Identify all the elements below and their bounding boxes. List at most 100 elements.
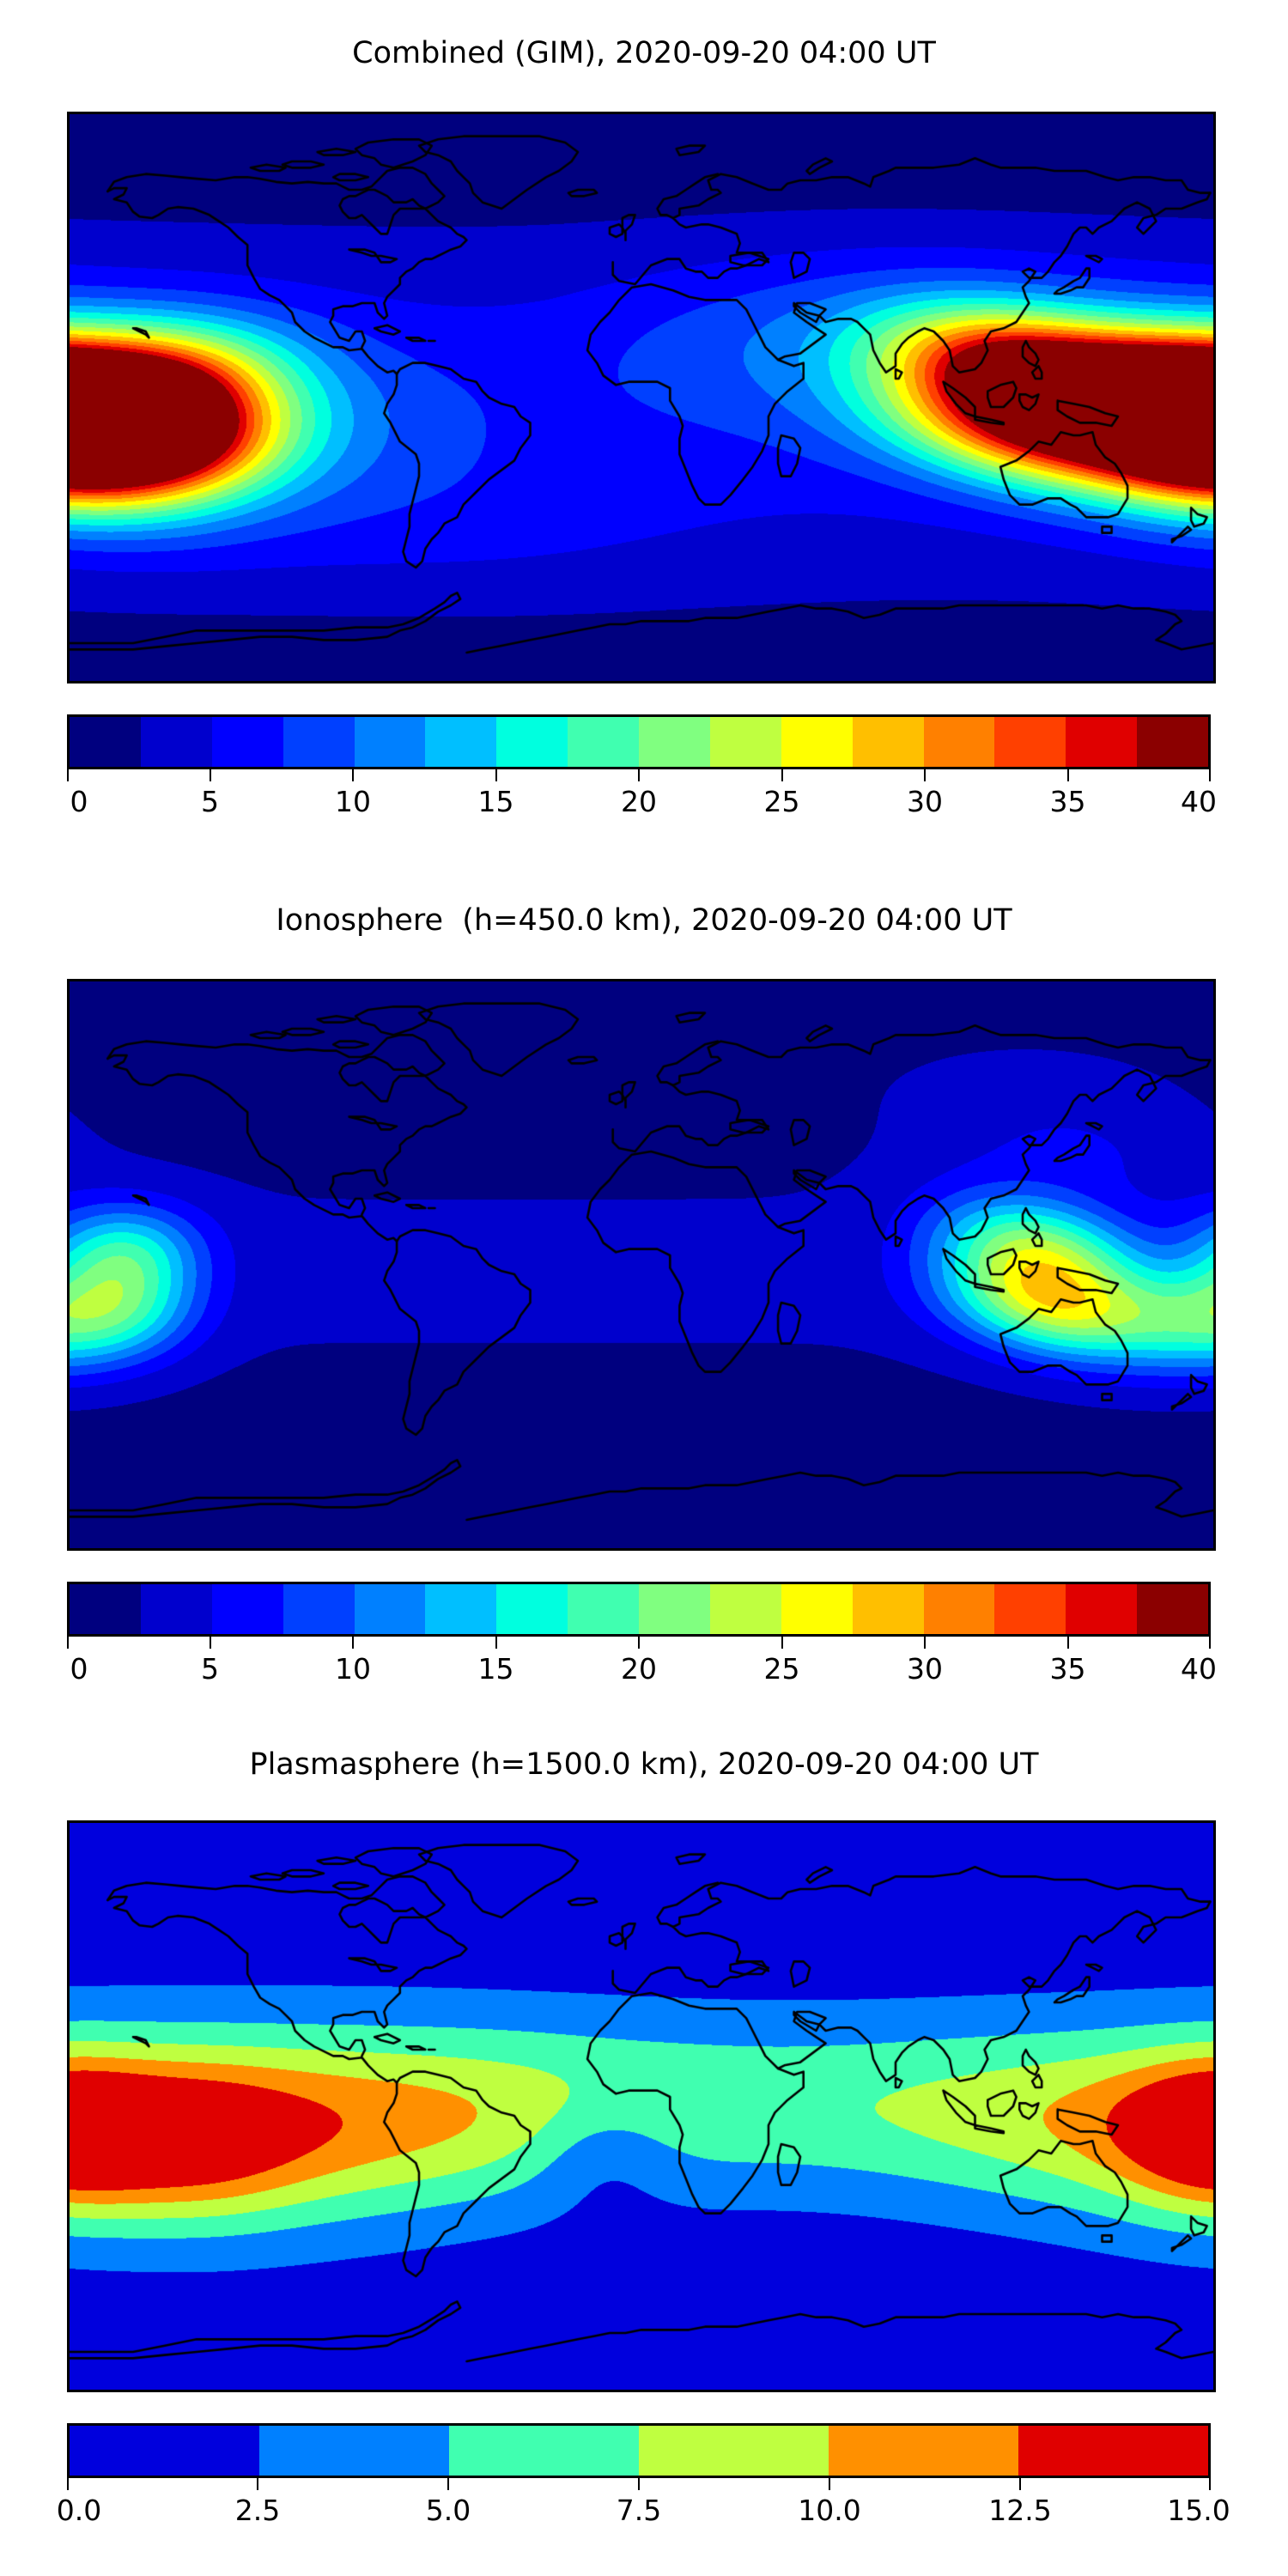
colorbar-tick-label: 25	[763, 1652, 800, 1686]
colorbar-band-0	[70, 2426, 259, 2476]
colorbar-band-15	[1137, 1584, 1208, 1634]
colorbar-bands-ionosphere	[67, 1582, 1211, 1637]
colorbar-band-13	[994, 1584, 1066, 1634]
colorbar-band-6	[496, 1584, 568, 1634]
colorbar-band-1	[140, 1584, 212, 1634]
colorbar-tick	[352, 1637, 354, 1649]
colorbar-tick-label: 10	[335, 785, 371, 818]
colorbar-tick-label: 30	[907, 785, 943, 818]
colorbar-axis-combined-gim: 0 5 10 15 20 25 30 35 40	[67, 769, 1217, 821]
colorbar-band-15	[1137, 717, 1208, 767]
colorbar-tick-label: 15	[477, 785, 514, 818]
colorbar-axis-plasmasphere: 0.0 2.5 5.0 7.5 10.0 12.5 15.0	[57, 2478, 1230, 2530]
colorbar-band-3	[283, 1584, 355, 1634]
colorbar-tick-label: 35	[1049, 785, 1086, 818]
map-plasmasphere	[67, 1820, 1216, 2392]
colorbar-tick	[209, 1637, 211, 1649]
colorbar-tick	[1066, 769, 1069, 781]
colorbar-band-9	[709, 717, 781, 767]
colorbar-tick-label: 0.0	[56, 2494, 102, 2527]
colorbar-tick-label: 0	[70, 785, 88, 818]
panel-combined-gim: Combined (GIM), 2020-09-20 04:00 UT 0 5 10…	[0, 0, 1288, 859]
colorbar-tick-label: 12.5	[988, 2494, 1052, 2527]
map-canvas-combined-gim	[70, 114, 1213, 681]
map-ionosphere	[67, 979, 1216, 1551]
colorbar-band-8	[639, 717, 710, 767]
colorbar-band-13	[994, 717, 1066, 767]
colorbar-band-14	[1066, 1584, 1138, 1634]
colorbar-band-7	[568, 1584, 639, 1634]
colorbar-band-4	[829, 2426, 1018, 2476]
colorbar-tick-label: 2.5	[234, 2494, 281, 2527]
colorbar-band-12	[923, 717, 995, 767]
colorbar-tick	[1209, 2478, 1211, 2490]
colorbar-band-5	[425, 717, 497, 767]
colorbar-tick	[1209, 769, 1211, 781]
colorbar-tick	[781, 769, 783, 781]
colorbar-tick-label: 35	[1049, 1652, 1086, 1686]
colorbar-tick	[352, 769, 354, 781]
colorbar-band-3	[283, 717, 355, 767]
colorbar-tick	[209, 769, 211, 781]
colorbar-bands-plasmasphere	[67, 2423, 1211, 2478]
colorbar-tick	[924, 769, 926, 781]
colorbar-axis-ionosphere: 0 5 10 15 20 25 30 35 40	[67, 1637, 1217, 1688]
colorbar-tick	[829, 2478, 830, 2490]
colorbar-tick-label: 15.0	[1167, 2494, 1230, 2527]
colorbar-tick	[67, 2478, 69, 2490]
panel-ionosphere: Ionosphere (h=450.0 km), 2020-09-20 04:0…	[0, 859, 1288, 1726]
colorbar-tick-label: 25	[763, 785, 800, 818]
map-canvas-ionosphere	[70, 981, 1213, 1548]
colorbar-tick-label: 5	[201, 785, 219, 818]
colorbar-band-2	[449, 2426, 639, 2476]
colorbar-band-2	[211, 717, 283, 767]
colorbar-band-1	[140, 717, 212, 767]
colorbar-tick-label: 30	[907, 1652, 943, 1686]
colorbar-band-0	[70, 717, 141, 767]
colorbar-tick	[257, 2478, 258, 2490]
colorbar-band-5	[1018, 2426, 1208, 2476]
panel-title-plasmasphere: Plasmasphere (h=1500.0 km), 2020-09-20 0…	[249, 1747, 1039, 1782]
colorbar-band-7	[568, 717, 639, 767]
colorbar-tick-label: 0	[70, 1652, 88, 1686]
colorbar-tick	[495, 769, 497, 781]
colorbar-tick	[495, 1637, 497, 1649]
colorbar-tick	[638, 1637, 640, 1649]
colorbar-tick-label: 40	[1181, 1652, 1217, 1686]
colorbar-tick	[67, 1637, 69, 1649]
colorbar-tick-label: 7.5	[616, 2494, 662, 2527]
panel-title-combined-gim: Combined (GIM), 2020-09-20 04:00 UT	[352, 36, 936, 70]
colorbar-tick	[1066, 1637, 1069, 1649]
colorbar-tick	[1019, 2478, 1021, 2490]
colorbar-bands-combined-gim	[67, 714, 1211, 769]
panel-title-ionosphere: Ionosphere (h=450.0 km), 2020-09-20 04:0…	[276, 903, 1012, 938]
colorbar-band-0	[70, 1584, 141, 1634]
colorbar-band-5	[425, 1584, 497, 1634]
panel-plasmasphere: Plasmasphere (h=1500.0 km), 2020-09-20 0…	[0, 1726, 1288, 2576]
colorbar-tick-label: 40	[1181, 785, 1217, 818]
colorbar-tick	[67, 769, 69, 781]
colorbar-band-3	[639, 2426, 829, 2476]
colorbar-band-10	[781, 717, 853, 767]
colorbar-band-12	[923, 1584, 995, 1634]
colorbar-tick	[638, 769, 640, 781]
colorbar-band-11	[852, 717, 924, 767]
colorbar-tick-label: 20	[621, 785, 657, 818]
colorbar-tick-label: 10	[335, 1652, 371, 1686]
colorbar-band-14	[1066, 717, 1138, 767]
colorbar-band-11	[852, 1584, 924, 1634]
map-combined-gim	[67, 112, 1216, 683]
colorbar-band-4	[354, 717, 426, 767]
colorbar-tick	[638, 2478, 640, 2490]
colorbar-tick	[447, 2478, 449, 2490]
colorbar-band-9	[709, 1584, 781, 1634]
colorbar-tick	[1209, 1637, 1211, 1649]
colorbar-tick	[924, 1637, 926, 1649]
colorbar-tick-label: 20	[621, 1652, 657, 1686]
colorbar-band-1	[259, 2426, 449, 2476]
colorbar-band-4	[354, 1584, 426, 1634]
colorbar-tick-label: 10.0	[798, 2494, 861, 2527]
colorbar-band-8	[639, 1584, 710, 1634]
colorbar-tick	[781, 1637, 783, 1649]
